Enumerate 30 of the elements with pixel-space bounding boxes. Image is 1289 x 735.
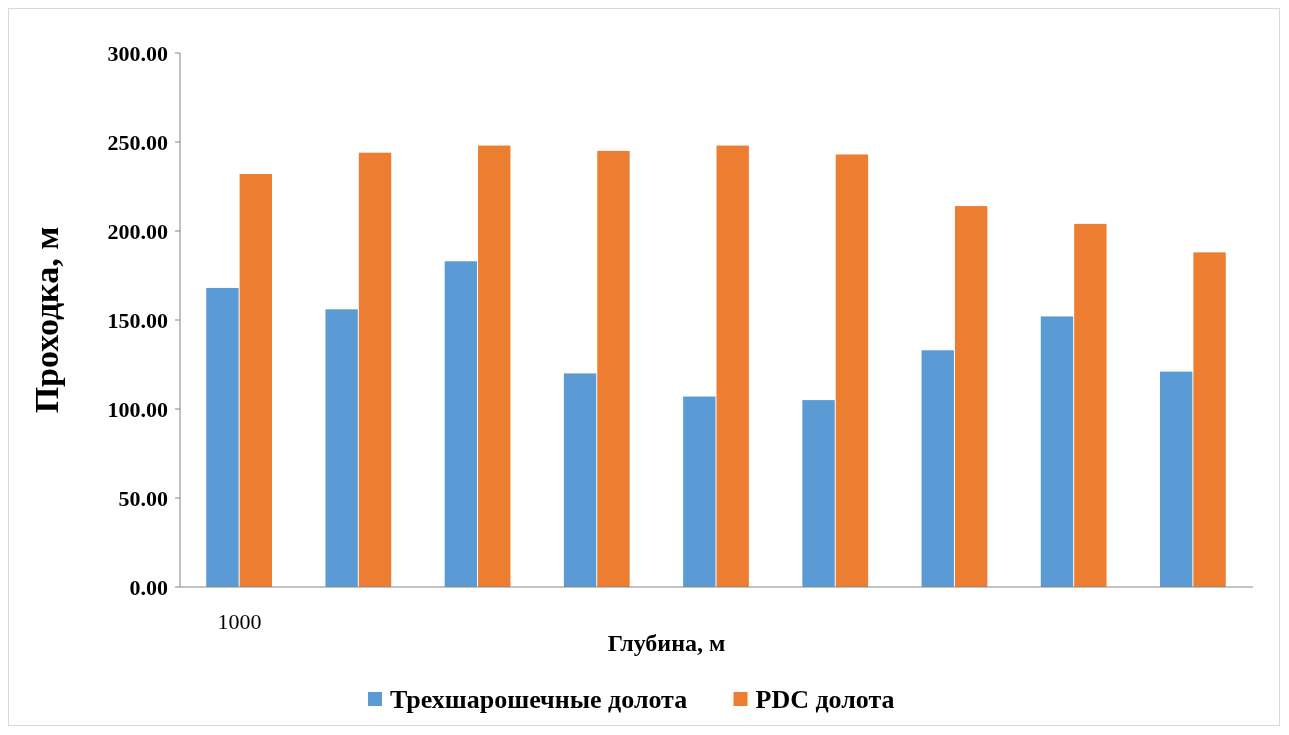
bar (921, 350, 954, 587)
y-axis-title: Проходка, м (28, 226, 65, 414)
bar (954, 206, 988, 587)
x-tick-label: 1000 (217, 609, 262, 634)
bar (478, 145, 511, 587)
y-tick-label: 150.00 (107, 307, 168, 333)
bar (597, 150, 630, 587)
legend-label: Трехшарошечные долота (390, 685, 688, 715)
legend-label: PDC долота (755, 685, 895, 715)
y-tick-label: 250.00 (107, 129, 168, 155)
bar (716, 145, 749, 587)
bar (1160, 371, 1193, 587)
y-tick-label: 300.00 (107, 40, 168, 66)
bar (835, 154, 869, 587)
bar (358, 152, 392, 587)
y-tick-label: 50.00 (118, 485, 168, 511)
bar (325, 309, 358, 587)
bar (1074, 223, 1107, 587)
y-tick-label: 200.00 (107, 218, 168, 244)
bar (563, 373, 597, 587)
bar (206, 287, 239, 587)
bar (1193, 252, 1226, 587)
x-axis-title: Глубина, м (607, 630, 726, 656)
bar (1040, 316, 1074, 587)
bar (444, 261, 478, 587)
bar (683, 396, 716, 587)
y-tick-label: 0.00 (129, 574, 168, 600)
bar (802, 400, 835, 587)
bar (239, 174, 272, 587)
y-tick-label: 100.00 (107, 396, 168, 422)
